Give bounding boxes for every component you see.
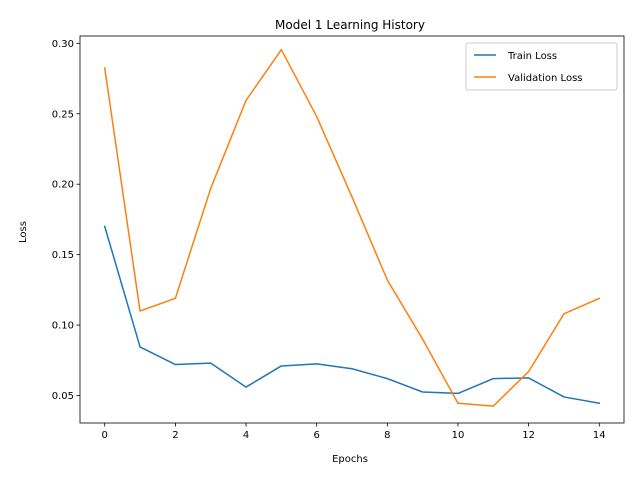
y-tick-label: 0.20 [52, 180, 74, 191]
y-tick-label: 0.10 [52, 321, 74, 332]
x-axis-label: Epochs [332, 454, 368, 465]
x-tick-label: 4 [243, 430, 249, 441]
x-tick-label: 14 [593, 430, 606, 441]
legend: Train Loss Validation Loss [465, 42, 618, 91]
legend-box [465, 42, 618, 91]
plot-frame [79, 35, 625, 424]
x-tick-label: 8 [384, 430, 390, 441]
x-tick-label: 2 [172, 430, 178, 441]
x-tick-label: 12 [522, 430, 535, 441]
x-tick-label: 6 [313, 430, 319, 441]
legend-label: Validation Loss [508, 73, 583, 84]
y-tick-label: 0.25 [52, 109, 74, 120]
chart-title: Model 1 Learning History [275, 18, 425, 32]
y-tick-label: 0.30 [52, 39, 74, 50]
x-tick-label: 0 [102, 430, 108, 441]
y-axis-label: Loss [18, 221, 29, 243]
y-tick-label: 0.15 [52, 250, 74, 261]
x-tick-label: 10 [452, 430, 465, 441]
y-tick-label: 0.05 [52, 391, 74, 402]
plot-area: 0 2 4 6 8 10 12 14 0.05 0.10 0.15 0.20 0.25 0.30 [52, 35, 625, 441]
legend-label: Train Loss [507, 51, 557, 62]
series-line-1 [103, 48, 601, 407]
series-line-0 [103, 225, 601, 405]
